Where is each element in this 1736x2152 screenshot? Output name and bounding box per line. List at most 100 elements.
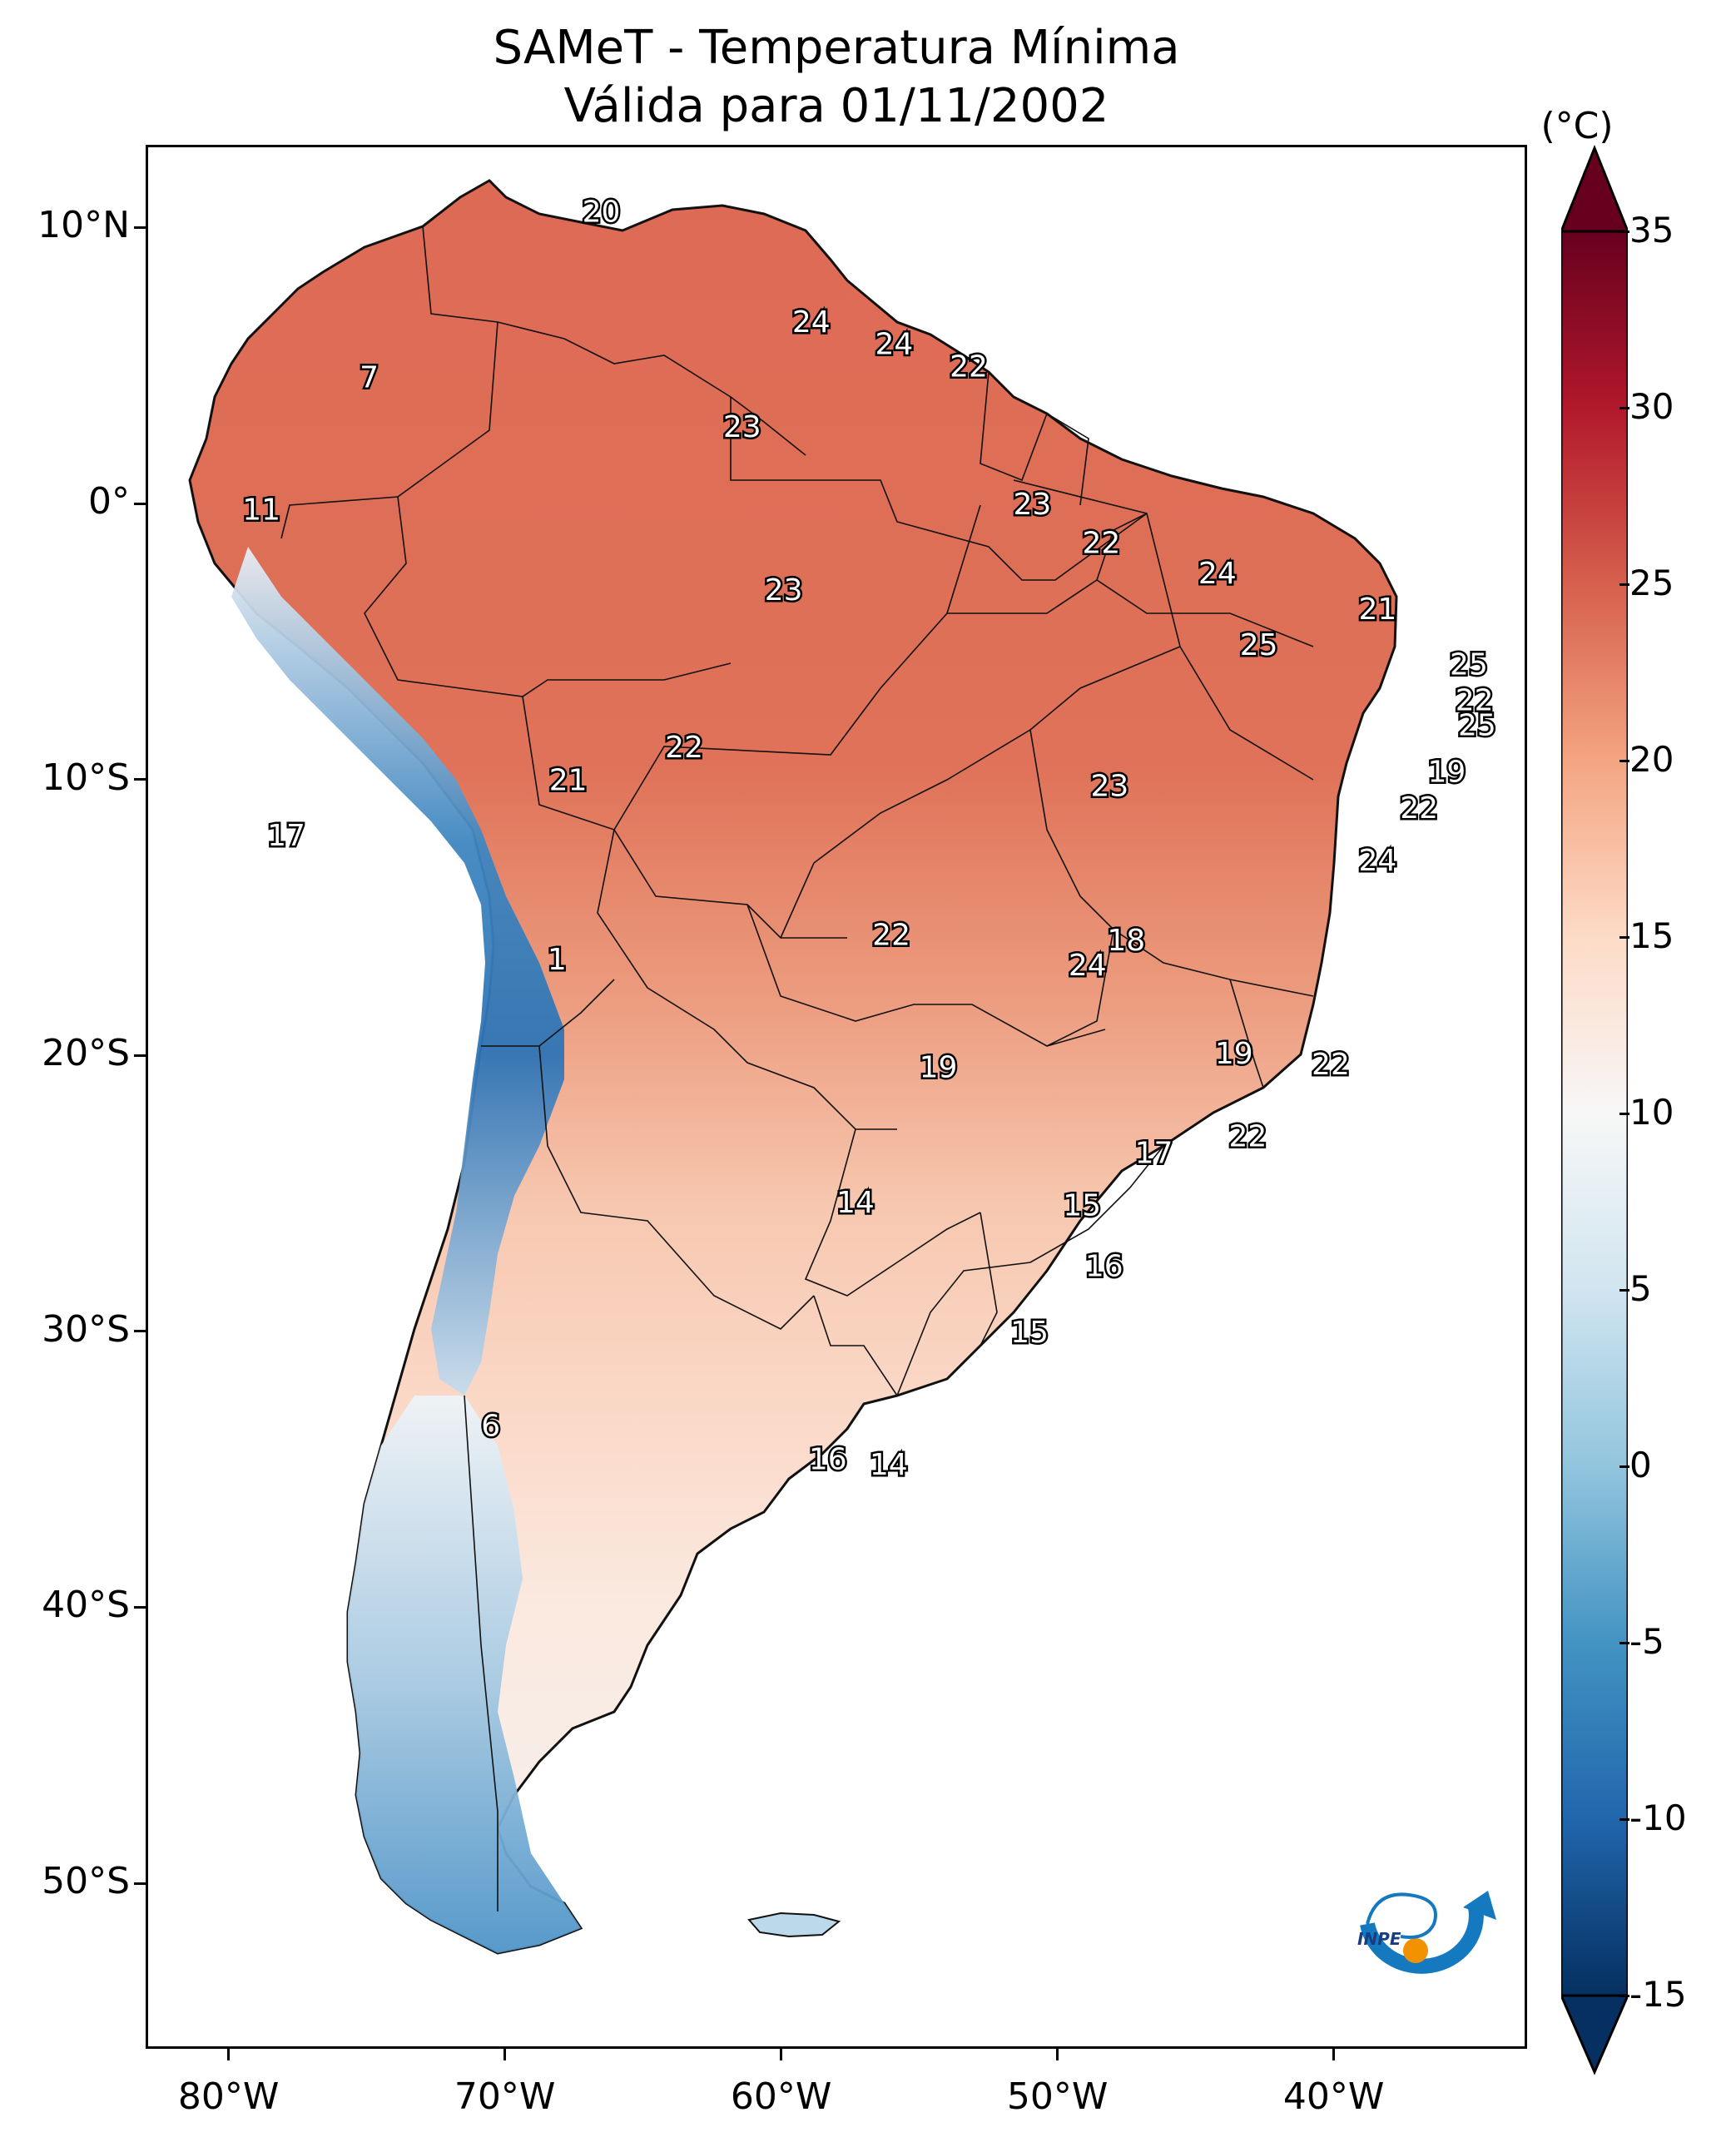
station-label: 22 (665, 731, 703, 765)
colorbar-tick-label: 5 (1629, 1268, 1652, 1309)
station-label: 18 (1107, 924, 1145, 958)
station-label: 22 (1312, 1048, 1350, 1082)
y-tick-label: 30°S (42, 1307, 130, 1351)
y-tick-label: 20°S (42, 1032, 130, 1075)
colorbar (1561, 145, 1628, 2075)
y-tick-label: 10°S (42, 756, 130, 799)
colorbar-tick-label: 15 (1629, 915, 1674, 956)
y-tick-label: 10°N (37, 204, 130, 247)
colorbar-tick-label: 35 (1629, 210, 1674, 250)
colorbar-tick-mark (1619, 1288, 1629, 1292)
colorbar-tick-label: 0 (1629, 1445, 1652, 1485)
station-label: 24 (1198, 557, 1237, 591)
colorbar-tick-mark (1619, 406, 1629, 409)
map-subtitle: Válida para 01/11/2002 (563, 79, 1109, 133)
map-title: SAMeT - Temperatura Mínima (493, 21, 1180, 75)
station-label: 22 (872, 918, 910, 952)
station-label: 15 (1063, 1188, 1101, 1222)
station-label: 24 (1358, 844, 1396, 878)
station-label: 21 (549, 764, 588, 798)
colorbar-tick-label: -10 (1629, 1797, 1687, 1838)
station-label: 6 (481, 1410, 500, 1444)
colorbar-tick-label: 30 (1629, 386, 1674, 427)
x-tick-label: 60°W (730, 2075, 832, 2118)
station-label: 16 (1085, 1249, 1123, 1283)
colorbar-extend-top (1561, 145, 1628, 233)
y-tick-mark (134, 1605, 146, 1609)
inpe-logo: INPE (1357, 1891, 1496, 1974)
station-label: 25 (1458, 708, 1496, 742)
station-label: 16 (809, 1442, 847, 1476)
colorbar-unit: (°C) (1540, 105, 1614, 147)
colorbar-tick-mark (1619, 759, 1629, 762)
colorbar-tick-label: 20 (1629, 739, 1674, 780)
station-label: 23 (765, 573, 803, 607)
colorbar-tick-label: 10 (1629, 1092, 1674, 1133)
colorbar-tick-mark (1619, 935, 1629, 939)
x-tick-mark (503, 2049, 507, 2060)
station-label: 22 (1400, 791, 1438, 826)
station-label: 1 (548, 943, 567, 977)
colorbar-tick-mark (1619, 1112, 1629, 1115)
map-panel: 20 7 11 24 24 22 23 23 22 24 21 23 25 25 22 25 22 21 23 19 2… (146, 145, 1527, 2049)
colorbar-tick-mark (1619, 230, 1629, 233)
y-tick-mark (134, 226, 146, 229)
station-label: 21 (1358, 593, 1396, 627)
station-label: 20 (583, 196, 621, 230)
colorbar-body (1561, 230, 1628, 1997)
x-tick-mark (780, 2049, 783, 2060)
x-tick-mark (227, 2049, 231, 2060)
y-tick-label: 0° (88, 480, 130, 523)
colorbar-tick-label: -15 (1629, 1974, 1687, 2015)
station-label: 25 (1240, 628, 1278, 662)
y-tick-label: 40°S (42, 1584, 130, 1627)
x-tick-label: 40°W (1282, 2075, 1385, 2118)
station-label: 17 (267, 819, 305, 853)
logo-arc (1360, 1906, 1484, 1974)
colorbar-tick-mark (1619, 1994, 1629, 1997)
logo-arrow (1463, 1891, 1496, 1920)
colorbar-tick-mark (1619, 1465, 1629, 1468)
x-tick-label: 70°W (454, 2075, 556, 2118)
station-label: 22 (1456, 684, 1494, 718)
station-label: 14 (836, 1186, 875, 1220)
y-tick-mark (134, 1882, 146, 1885)
station-label: 23 (723, 410, 761, 444)
station-label: 22 (950, 350, 988, 384)
station-label: 23 (1090, 769, 1128, 803)
y-tick-label: 50°S (42, 1860, 130, 1903)
colorbar-extend-bottom (1561, 1994, 1628, 2075)
x-tick-label: 80°W (177, 2075, 280, 2118)
country-borders (280, 226, 1314, 1912)
logo-text: INPE (1357, 1929, 1401, 1949)
station-label: 15 (1010, 1316, 1049, 1350)
station-label: 14 (870, 1448, 908, 1482)
station-label: 7 (360, 361, 379, 395)
logo-orange-dot (1403, 1938, 1428, 1963)
station-label: 19 (920, 1051, 958, 1085)
station-label: 22 (1228, 1119, 1267, 1153)
station-label: 19 (1427, 756, 1466, 790)
y-tick-mark (134, 1330, 146, 1333)
station-label: 11 (242, 493, 280, 528)
station-label: 24 (792, 305, 831, 340)
x-tick-label: 50°W (1006, 2075, 1109, 2118)
patagonia-cold-region (348, 1396, 581, 1953)
station-label: 17 (1135, 1136, 1173, 1170)
y-tick-mark (134, 502, 146, 505)
x-tick-mark (1056, 2049, 1059, 2060)
colorbar-tick-mark (1619, 1641, 1629, 1644)
station-label: 24 (1069, 949, 1107, 983)
station-label: 19 (1215, 1037, 1253, 1071)
colorbar-tick-mark (1619, 583, 1629, 586)
falkland-islands (747, 1912, 841, 1938)
colorbar-tick-label: -5 (1629, 1621, 1664, 1662)
station-label: 24 (875, 328, 913, 362)
andes-cold-region (231, 547, 564, 1396)
x-tick-mark (1332, 2049, 1336, 2060)
station-label: 25 (1450, 647, 1488, 682)
logo-inner-swirl (1366, 1892, 1437, 1939)
station-label: 22 (1082, 526, 1120, 560)
